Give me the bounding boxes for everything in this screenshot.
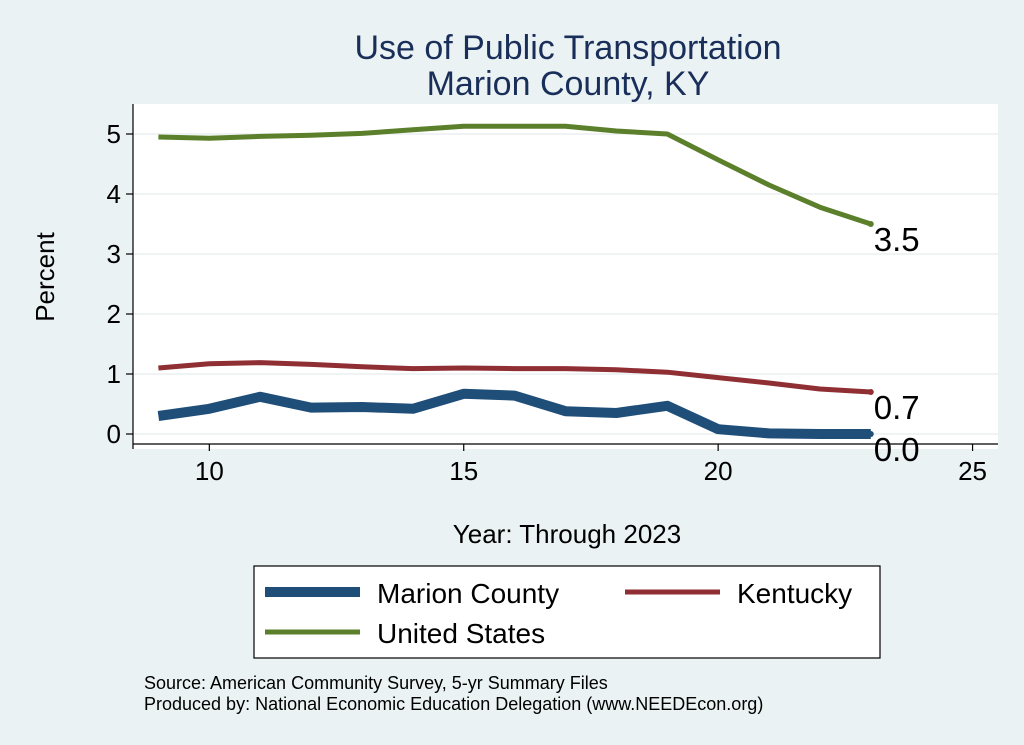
legend-label-united-states: United States [377,618,545,649]
x-tick-label-25: 25 [958,456,987,486]
series-group [157,123,872,439]
source-note: Source: American Community Survey, 5-yr … [144,673,608,693]
legend-box [253,565,881,659]
series-line-marion-county [157,388,871,439]
end-label-marion-county: 0.0 [874,431,920,468]
y-tick-label-4: 4 [107,179,121,209]
end-point-united-states [867,221,874,227]
series-line-kentucky [158,360,871,395]
end-point-marion-county [867,431,874,437]
legend: Marion County Kentucky United States [253,565,881,659]
y-tick-label-3: 3 [107,239,121,269]
chart-title-line-2: Marion County, KY [427,65,710,103]
produced-by-note: Produced by: National Economic Education… [144,694,763,714]
legend-label-marion-county: Marion County [377,578,559,609]
x-tick-label-20: 20 [704,456,733,486]
x-axis-title: Year: Through 2023 [453,519,681,549]
y-tick-label-2: 2 [107,299,121,329]
y-tick-label-1: 1 [107,359,121,389]
axes: 0 1 2 3 4 5 10 15 20 25 [107,104,998,486]
y-tick-label-5: 5 [107,119,121,149]
legend-label-kentucky: Kentucky [737,578,852,609]
x-tick-label-10: 10 [195,456,224,486]
end-point-kentucky [867,389,874,395]
grid-lines [133,133,998,435]
series-line-united-states [158,123,872,227]
end-labels: 0.0 0.7 3.5 [867,221,920,468]
y-axis-title: Percent [30,231,60,321]
end-label-united-states: 3.5 [874,221,920,258]
chart-title-line-1: Use of Public Transportation [354,29,781,67]
x-tick-label-15: 15 [449,456,478,486]
y-tick-label-0: 0 [107,419,121,449]
end-label-kentucky: 0.7 [874,389,920,426]
